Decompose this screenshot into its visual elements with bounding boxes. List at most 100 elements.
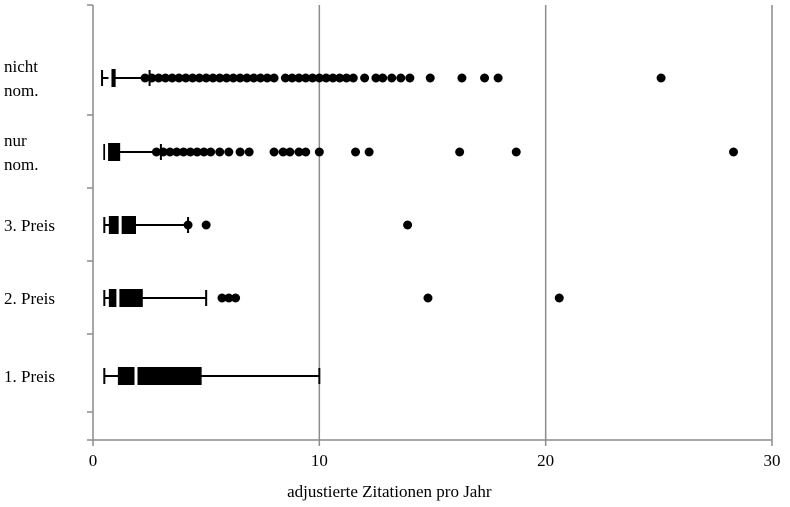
outlier-point: [215, 73, 225, 83]
outlier-point: [147, 73, 157, 83]
outlier-point: [179, 147, 189, 157]
outlier-point: [405, 73, 415, 83]
category-label-1-preis: 1. Preis: [4, 367, 55, 386]
boxplot-nicht-nom-: [101, 69, 666, 87]
outlier-point: [378, 73, 388, 83]
axes: [87, 4, 773, 446]
outlier-point: [455, 147, 465, 157]
outlier-point: [314, 73, 324, 83]
boxes: [101, 69, 739, 385]
category-label-nur-nom-: nom.: [4, 155, 38, 174]
x-tick-label-0: 0: [89, 451, 98, 470]
outlier-point: [729, 147, 739, 157]
outlier-point: [222, 73, 232, 83]
outlier-point: [192, 147, 202, 157]
outlier-point: [280, 73, 290, 83]
box-upper: [120, 216, 137, 234]
outlier-point: [244, 147, 254, 157]
x-tick-label-30: 30: [764, 451, 781, 470]
outlier-point: [224, 147, 234, 157]
outlier-point: [301, 73, 311, 83]
x-tick-label-10: 10: [311, 451, 328, 470]
outlier-point: [183, 220, 193, 230]
outlier-point: [201, 73, 211, 83]
outlier-point: [387, 73, 397, 83]
outlier-point: [285, 147, 295, 157]
outlier-point: [335, 73, 345, 83]
outlier-point: [215, 147, 225, 157]
boxplot-2-preis: [103, 289, 564, 307]
boxplot-nur-nom-: [103, 143, 739, 161]
outlier-point: [348, 73, 358, 83]
outlier-point: [480, 73, 490, 83]
box-lower: [108, 289, 118, 307]
outlier-point: [457, 73, 467, 83]
outlier-point: [140, 73, 150, 83]
outlier-point: [206, 147, 216, 157]
labels: 0 10 20 30 nicht nom. nur nom. 3. Preis 2. Preis 1…: [4, 57, 781, 470]
outlier-point: [554, 293, 564, 303]
category-label-nicht-nom-: nom.: [4, 81, 38, 100]
outlier-point: [287, 73, 297, 83]
outlier-point: [231, 293, 241, 303]
outlier-point: [208, 73, 218, 83]
outlier-point: [160, 73, 170, 83]
outlier-point: [493, 73, 503, 83]
outlier-point: [511, 147, 521, 157]
category-label-3-preis: 3. Preis: [4, 216, 55, 235]
outlier-point: [262, 73, 272, 83]
outlier-point: [294, 147, 304, 157]
outlier-point: [217, 293, 227, 303]
outlier-point: [185, 147, 195, 157]
outlier-point: [308, 73, 318, 83]
category-label-2-preis: 2. Preis: [4, 289, 55, 308]
outlier-point: [224, 293, 234, 303]
outlier-point: [341, 73, 351, 83]
outlier-point: [174, 73, 184, 83]
category-label-nicht-nom-: nicht: [4, 57, 38, 76]
box-upper: [136, 367, 202, 385]
outlier-point: [351, 147, 361, 157]
outlier-point: [321, 73, 331, 83]
box-upper: [106, 143, 121, 161]
outlier-point: [188, 73, 198, 83]
outlier-point: [199, 147, 209, 157]
outlier-point: [249, 73, 259, 83]
outlier-point: [201, 220, 211, 230]
outlier-point: [364, 147, 374, 157]
outlier-point: [181, 73, 191, 83]
outlier-point: [172, 147, 182, 157]
outlier-point: [165, 147, 175, 157]
outlier-point: [255, 73, 265, 83]
outlier-point: [228, 73, 238, 83]
outlier-point: [656, 73, 666, 83]
box-lower: [117, 367, 137, 385]
outlier-point: [396, 73, 406, 83]
outlier-point: [194, 73, 204, 83]
box-upper: [109, 69, 116, 87]
gridlines: [318, 5, 773, 440]
outlier-point: [294, 73, 304, 83]
outlier-point: [423, 293, 433, 303]
outlier-point: [425, 73, 435, 83]
box-lower: [108, 216, 121, 234]
outlier-point: [278, 147, 288, 157]
outlier-point: [167, 73, 177, 83]
outlier-point: [314, 147, 324, 157]
outlier-point: [242, 73, 252, 83]
outlier-point: [301, 147, 311, 157]
outlier-point: [371, 73, 381, 83]
x-axis-title: adjustierte Zitationen pro Jahr: [287, 482, 492, 501]
outlier-point: [403, 220, 413, 230]
outlier-point: [269, 147, 279, 157]
box-upper: [117, 289, 143, 307]
outlier-point: [235, 147, 245, 157]
boxplot-3-preis: [103, 216, 413, 234]
boxplot-1-preis: [103, 367, 321, 385]
outlier-point: [269, 73, 279, 83]
outlier-point: [158, 147, 168, 157]
x-tick-label-20: 20: [537, 451, 554, 470]
category-label-nur-nom-: nur: [4, 131, 27, 150]
